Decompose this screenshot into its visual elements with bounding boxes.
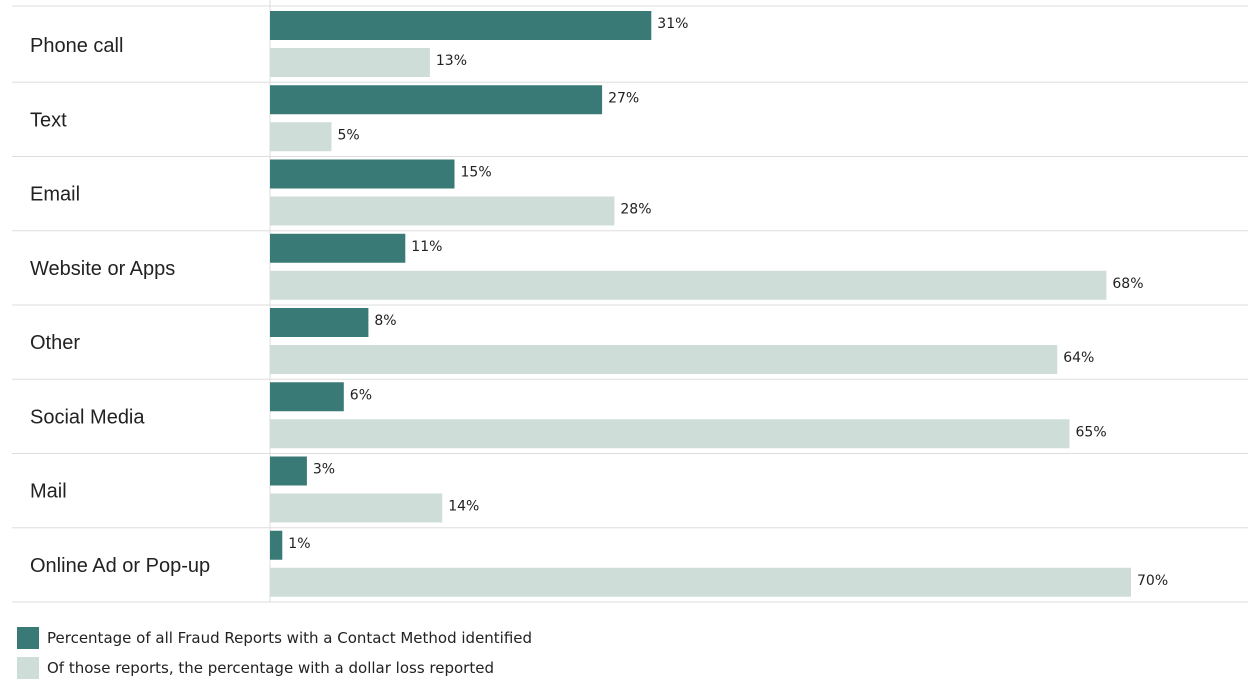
value-label-other-series-2: 64% — [1063, 350, 1094, 366]
value-label-phone-call-series-1: 31% — [657, 16, 688, 32]
category-label-mail: Mail — [30, 481, 67, 503]
value-label-mail-series-1: 3% — [313, 462, 335, 478]
value-label-email-series-2: 28% — [620, 202, 651, 218]
bar-mail-series-1 — [270, 456, 307, 486]
bar-online-ad-or-pop-up-series-2 — [270, 567, 1131, 597]
value-label-website-or-apps-series-1: 11% — [411, 239, 442, 255]
value-label-social-media-series-2: 65% — [1076, 424, 1107, 440]
category-label-phone-call: Phone call — [30, 35, 123, 57]
legend: Percentage of all Fraud Reports with a C… — [17, 626, 532, 686]
bar-phone-call-series-2 — [270, 48, 430, 77]
bar-chart: Phone call 31% 13% Text 27% 5% Email 15% 28% Webs… — [12, 0, 1248, 603]
bar-social-media-series-1 — [270, 382, 344, 412]
legend-swatch-contact-method — [17, 627, 39, 649]
bar-social-media-series-2 — [270, 419, 1070, 449]
legend-label-contact-method: Percentage of all Fraud Reports with a C… — [47, 629, 533, 647]
bar-mail-series-2 — [270, 493, 443, 523]
bar-phone-call-series-1 — [270, 11, 652, 40]
value-label-website-or-apps-series-2: 68% — [1112, 276, 1143, 292]
legend-label-dollar-loss: Of those reports, the percentage with a … — [47, 659, 494, 677]
legend-item-contact-method: Percentage of all Fraud Reports with a C… — [17, 626, 532, 650]
category-label-website-or-apps: Website or Apps — [30, 258, 175, 280]
value-label-online-ad-or-pop-up-series-2: 70% — [1137, 573, 1168, 589]
value-label-phone-call-series-2: 13% — [436, 53, 467, 69]
legend-swatch-dollar-loss — [17, 657, 39, 679]
category-label-online-ad-or-pop-up: Online Ad or Pop-up — [30, 555, 210, 577]
bar-website-or-apps-series-2 — [270, 270, 1107, 300]
bar-other-series-1 — [270, 308, 369, 337]
bar-online-ad-or-pop-up-series-1 — [270, 530, 283, 560]
value-label-mail-series-2: 14% — [448, 499, 479, 515]
value-label-email-series-1: 15% — [461, 165, 492, 181]
value-label-online-ad-or-pop-up-series-1: 1% — [288, 536, 310, 552]
value-label-text-series-2: 5% — [338, 127, 360, 143]
bar-website-or-apps-series-1 — [270, 233, 406, 263]
legend-item-dollar-loss: Of those reports, the percentage with a … — [17, 656, 532, 680]
category-label-email: Email — [30, 184, 80, 206]
value-label-other-series-1: 8% — [374, 313, 396, 329]
bar-other-series-2 — [270, 345, 1058, 374]
value-label-social-media-series-1: 6% — [350, 387, 372, 403]
bar-email-series-1 — [270, 159, 455, 189]
bar-text-series-2 — [270, 122, 332, 152]
bar-text-series-1 — [270, 85, 603, 115]
bar-email-series-2 — [270, 196, 615, 226]
value-label-text-series-1: 27% — [608, 90, 639, 106]
category-label-other: Other — [30, 332, 80, 354]
category-label-social-media: Social Media — [30, 406, 145, 428]
category-label-text: Text — [30, 109, 67, 131]
